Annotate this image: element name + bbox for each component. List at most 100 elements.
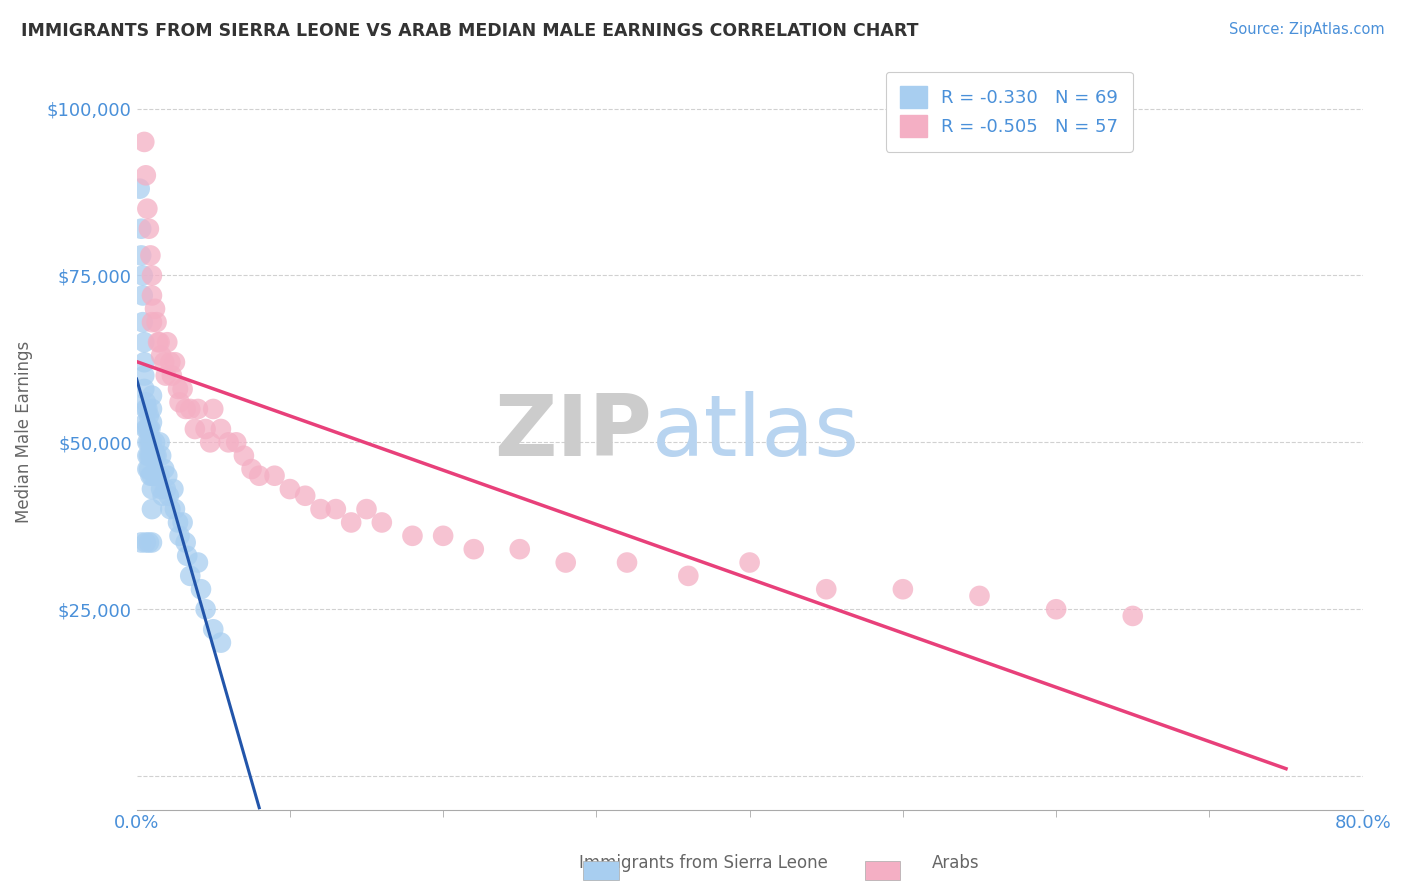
Point: [136, 422, 159, 436]
Point: [146, 335, 169, 350]
Point: [145, 449, 167, 463]
Point: [157, 489, 180, 503]
Point: [150, 482, 173, 496]
Point: [149, 468, 172, 483]
Point: [187, 556, 209, 570]
Point: [194, 422, 217, 436]
Point: [156, 468, 179, 483]
Point: [134, 355, 156, 369]
Point: [179, 569, 201, 583]
Point: [294, 489, 316, 503]
Point: [1122, 609, 1144, 624]
Point: [159, 355, 181, 369]
Point: [1045, 602, 1067, 616]
Point: [139, 422, 162, 436]
Point: [136, 462, 159, 476]
Point: [132, 288, 155, 302]
Point: [163, 355, 186, 369]
Point: [209, 635, 232, 649]
Point: [135, 422, 157, 436]
Point: [141, 449, 163, 463]
Point: [167, 516, 190, 530]
Point: [554, 556, 576, 570]
Point: [247, 468, 270, 483]
Point: [209, 422, 232, 436]
Point: [138, 409, 160, 423]
Point: [134, 335, 156, 350]
Point: [129, 221, 152, 235]
Point: [174, 401, 197, 416]
Point: [167, 382, 190, 396]
Point: [738, 556, 761, 570]
Point: [176, 549, 198, 563]
Point: [145, 468, 167, 483]
Point: [155, 368, 177, 383]
Point: [463, 542, 485, 557]
Point: [891, 582, 914, 597]
Point: [190, 582, 212, 597]
Point: [139, 468, 162, 483]
Point: [509, 542, 531, 557]
Point: [172, 516, 194, 530]
Point: [141, 502, 163, 516]
Point: [340, 516, 363, 530]
Point: [263, 468, 285, 483]
Point: [138, 221, 160, 235]
Point: [309, 502, 332, 516]
Legend: R = -0.330   N = 69, R = -0.505   N = 57: R = -0.330 N = 69, R = -0.505 N = 57: [886, 71, 1133, 152]
Point: [145, 315, 167, 329]
Point: [152, 489, 174, 503]
Point: [139, 449, 162, 463]
Point: [160, 368, 183, 383]
Point: [159, 502, 181, 516]
Point: [138, 462, 160, 476]
Point: [371, 516, 394, 530]
Point: [143, 301, 166, 316]
Point: [184, 422, 207, 436]
Point: [136, 435, 159, 450]
Point: [136, 202, 159, 216]
Point: [136, 401, 159, 416]
Point: [141, 435, 163, 450]
Point: [139, 248, 162, 262]
Point: [202, 622, 225, 636]
Point: [155, 482, 177, 496]
Point: [138, 435, 160, 450]
Point: [134, 135, 156, 149]
Point: [141, 268, 163, 283]
Point: [969, 589, 991, 603]
Point: [174, 535, 197, 549]
Point: [149, 435, 172, 450]
Point: [136, 449, 159, 463]
Point: [141, 315, 163, 329]
Point: [156, 335, 179, 350]
Text: Arabs: Arabs: [932, 855, 980, 872]
Text: atlas: atlas: [651, 391, 859, 474]
Point: [138, 422, 160, 436]
Point: [143, 449, 166, 463]
Point: [225, 435, 247, 450]
Point: [163, 502, 186, 516]
Point: [232, 449, 254, 463]
Point: [141, 389, 163, 403]
Point: [678, 569, 700, 583]
Point: [172, 382, 194, 396]
Point: [356, 502, 378, 516]
Point: [135, 395, 157, 409]
Point: [141, 401, 163, 416]
Point: [132, 268, 155, 283]
Point: [169, 529, 191, 543]
Point: [169, 395, 191, 409]
Y-axis label: Median Male Earnings: Median Male Earnings: [15, 342, 32, 524]
Point: [240, 462, 263, 476]
Point: [179, 401, 201, 416]
Point: [141, 482, 163, 496]
Point: [432, 529, 454, 543]
Point: [135, 401, 157, 416]
Point: [135, 535, 157, 549]
Point: [141, 535, 163, 549]
Text: ZIP: ZIP: [494, 391, 651, 474]
Point: [129, 535, 152, 549]
Point: [150, 449, 173, 463]
Point: [218, 435, 240, 450]
